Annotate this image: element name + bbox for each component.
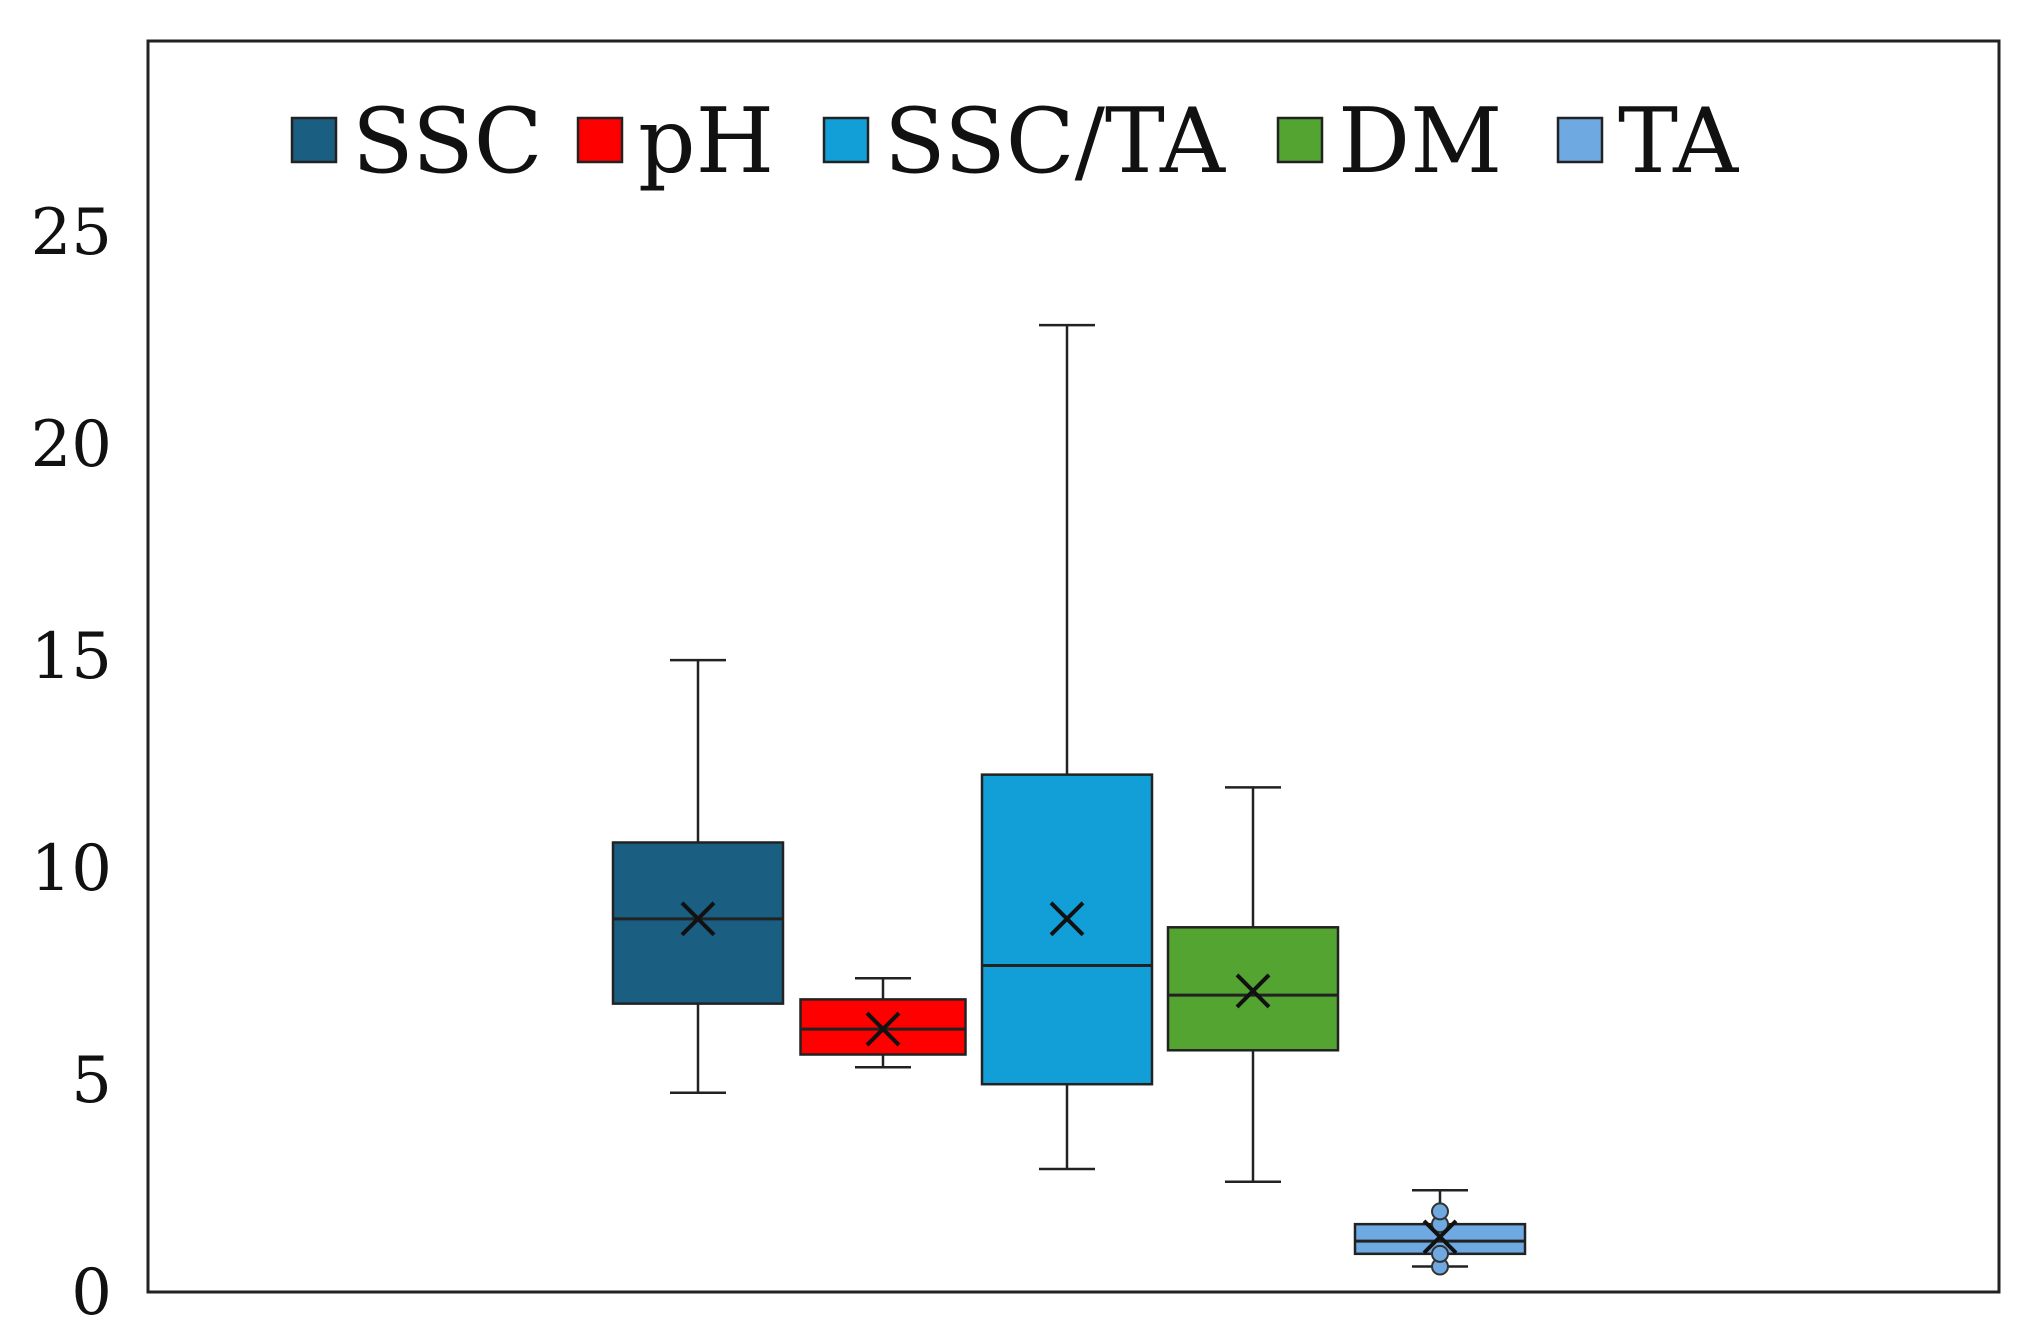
legend-item-ssc: SSC (290, 89, 543, 194)
box-series (611, 323, 1527, 1276)
mean-marker-b (1235, 973, 1271, 1009)
legend-label: DM (1338, 89, 1502, 194)
box-ph (799, 976, 967, 1069)
outlier-point-3 (1431, 1202, 1449, 1221)
legend-swatch (1276, 116, 1324, 164)
legend: SSC pH SSC/TA DM TA (290, 89, 1739, 194)
mean-marker-b (1049, 901, 1085, 937)
y-tick-label-5: 25 (31, 196, 112, 270)
plot-frame (146, 39, 2001, 1294)
box-ta (1353, 1188, 1527, 1276)
legend-item-dm: DM (1276, 89, 1502, 194)
y-tick-label-1: 5 (71, 1044, 112, 1118)
legend-label: pH (638, 89, 774, 194)
box-dm (1166, 786, 1340, 1183)
y-axis: 0 5 10 15 20 25 (31, 196, 112, 1330)
legend-item-ssc-ta: SSC/TA (822, 89, 1226, 194)
mean-marker-b (680, 901, 716, 937)
legend-item-ta: TA (1556, 89, 1739, 194)
legend-label: SSC (352, 89, 543, 194)
box-iqr (611, 841, 785, 1005)
outlier-point-1 (1431, 1244, 1449, 1263)
legend-label: TA (1618, 89, 1739, 194)
legend-swatch (1556, 116, 1604, 164)
legend-item-ph: pH (576, 89, 774, 194)
box-iqr (980, 773, 1154, 1086)
mean-marker-b (865, 1011, 901, 1047)
y-tick-label-4: 20 (31, 408, 112, 482)
mean-marker-b (1422, 1219, 1458, 1255)
y-tick-label-0: 0 (71, 1256, 112, 1330)
y-tick-label-2: 10 (31, 832, 112, 906)
box-ssc-ta (980, 323, 1154, 1171)
legend-swatch (822, 116, 870, 164)
legend-swatch (290, 116, 338, 164)
legend-label: SSC/TA (884, 89, 1226, 194)
y-tick-label-3: 15 (31, 620, 112, 694)
box-ssc (611, 658, 785, 1094)
legend-swatch (576, 116, 624, 164)
